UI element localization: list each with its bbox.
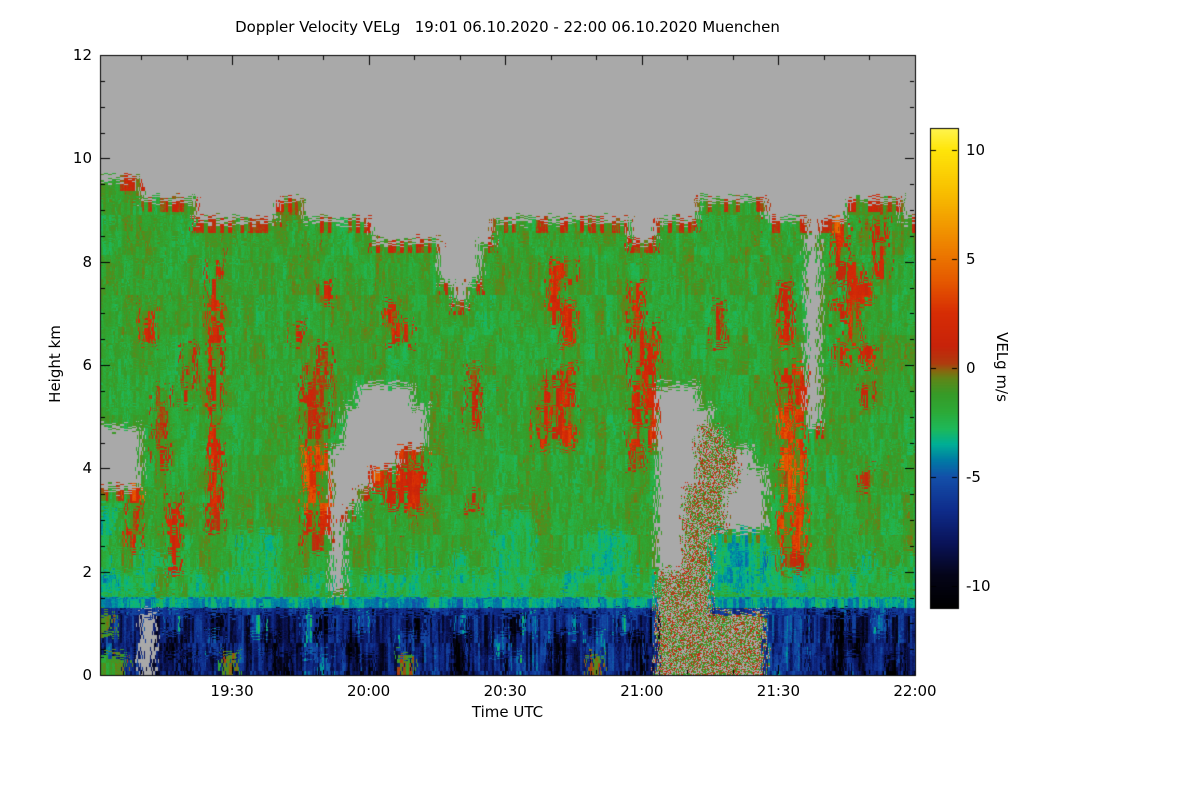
colorbar-tick-label: -10: [966, 577, 991, 596]
colorbar-tick-label: 5: [966, 249, 976, 268]
colorbar-tick-label: 0: [966, 359, 976, 377]
y-tick-label: 2: [82, 562, 92, 581]
x-tick-label: 22:00: [893, 682, 937, 700]
y-tick-label: 8: [82, 252, 92, 271]
x-tick-label: 20:00: [347, 682, 391, 700]
colorbar-tick-label: -5: [966, 468, 981, 487]
x-tick-label: 21:30: [756, 682, 801, 700]
x-tick-label: 19:30: [210, 682, 254, 700]
x-tick-label: 20:30: [483, 682, 527, 700]
chart-title: Doppler Velocity VELg 19:01 06.10.2020 -…: [235, 18, 780, 36]
y-tick-label: 10: [72, 149, 92, 168]
y-tick-label: 0: [82, 666, 92, 684]
x-tick-label: 21:00: [620, 682, 664, 700]
y-tick-label: 4: [82, 459, 92, 478]
x-axis-label: Time UTC: [471, 703, 544, 721]
y-tick-label: 6: [82, 356, 92, 374]
y-tick-label: 12: [72, 46, 92, 64]
colorbar-tick-label: 10: [966, 140, 986, 159]
